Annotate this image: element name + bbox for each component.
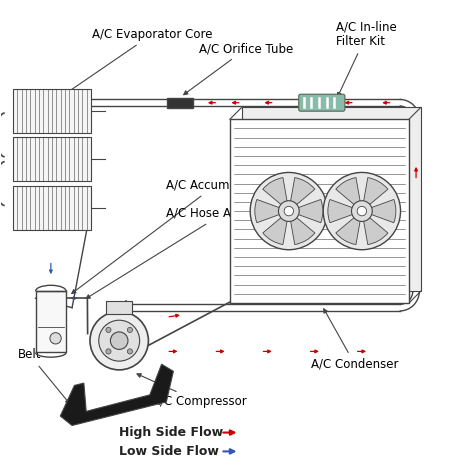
Wedge shape xyxy=(362,178,388,211)
Bar xyxy=(167,98,193,108)
Bar xyxy=(13,137,91,181)
Wedge shape xyxy=(263,211,289,245)
Circle shape xyxy=(323,173,401,250)
Circle shape xyxy=(128,328,133,333)
Circle shape xyxy=(106,349,111,354)
Circle shape xyxy=(128,349,133,354)
Wedge shape xyxy=(362,200,396,223)
Text: Low Side Flow: Low Side Flow xyxy=(119,445,219,458)
Wedge shape xyxy=(336,211,362,245)
Circle shape xyxy=(278,201,299,221)
Wedge shape xyxy=(289,211,315,245)
Wedge shape xyxy=(263,178,289,211)
Bar xyxy=(106,301,132,314)
Text: A/C Condenser: A/C Condenser xyxy=(311,309,399,371)
Wedge shape xyxy=(328,200,362,223)
Text: A/C Accumulator: A/C Accumulator xyxy=(72,179,265,293)
FancyBboxPatch shape xyxy=(299,94,345,111)
Wedge shape xyxy=(336,178,362,211)
Wedge shape xyxy=(289,200,323,223)
Text: High Side Flow: High Side Flow xyxy=(119,426,223,439)
Circle shape xyxy=(99,320,140,361)
Wedge shape xyxy=(362,211,388,245)
Bar xyxy=(13,186,91,230)
Text: Belt: Belt xyxy=(18,348,70,403)
Circle shape xyxy=(357,206,366,216)
Bar xyxy=(13,89,91,133)
Wedge shape xyxy=(289,178,315,211)
Circle shape xyxy=(284,206,293,216)
Text: A/C Evaporator Core: A/C Evaporator Core xyxy=(66,28,212,93)
Circle shape xyxy=(90,311,148,370)
Text: A/C Orifice Tube: A/C Orifice Tube xyxy=(184,42,293,95)
Bar xyxy=(230,119,409,303)
Text: A/C Compressor: A/C Compressor xyxy=(137,374,246,409)
Circle shape xyxy=(110,332,128,349)
Circle shape xyxy=(106,328,111,333)
Circle shape xyxy=(352,201,372,221)
Wedge shape xyxy=(255,200,289,223)
Circle shape xyxy=(250,173,328,250)
Text: A/C In-line
Filter Kit: A/C In-line Filter Kit xyxy=(337,20,397,97)
Polygon shape xyxy=(242,108,421,291)
Bar xyxy=(36,291,66,353)
Circle shape xyxy=(50,333,61,344)
Polygon shape xyxy=(60,364,173,426)
Text: A/C Hose Assembly: A/C Hose Assembly xyxy=(86,207,280,299)
